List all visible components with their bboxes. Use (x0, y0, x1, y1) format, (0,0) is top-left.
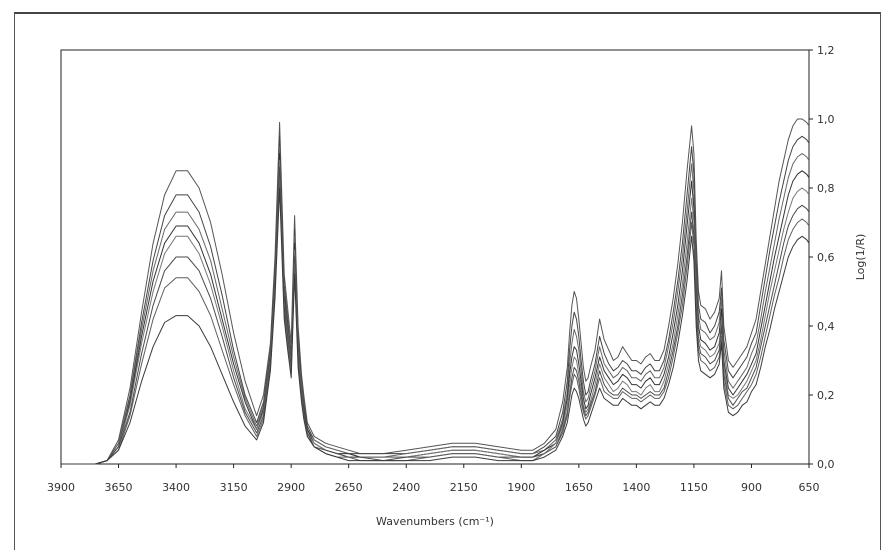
y-tick-label: 1,0 (817, 113, 835, 126)
y-axis-title: Log(1/R) (854, 234, 867, 281)
y-tick-label: 0,2 (817, 389, 835, 402)
x-axis: 3900 3650 3400 3150 2900 2650 2400 2150 1900 1650… (47, 464, 820, 494)
x-tick-label: 2900 (277, 481, 305, 494)
spectrum-line-1 (61, 118, 810, 465)
x-axis-title: Wavenumbers (cm⁻¹) (376, 515, 494, 528)
x-tick-label: 1900 (507, 481, 535, 494)
x-tick-label: 1650 (565, 481, 593, 494)
y-tick-label: 1,2 (817, 44, 835, 57)
x-tick-label: 1400 (622, 481, 650, 494)
x-tick-label: 2650 (335, 481, 363, 494)
y-tick-label: 0,6 (817, 251, 835, 264)
x-tick-label: 3900 (47, 481, 75, 494)
x-tick-label: 650 (799, 481, 820, 494)
x-tick-label: 3400 (162, 481, 190, 494)
x-tick-label: 2150 (450, 481, 478, 494)
x-tick-label: 3650 (105, 481, 133, 494)
y-tick-label: 0,8 (817, 182, 835, 195)
y-axis: 0,0 0,2 0,4 0,6 0,8 1,0 1,2 (809, 44, 835, 471)
figure-frame (14, 12, 881, 550)
y-tick-label: 0,0 (817, 458, 835, 471)
x-tick-label: 3150 (220, 481, 248, 494)
series-layer (61, 118, 810, 465)
x-tick-label: 1150 (680, 481, 708, 494)
y-tick-label: 0,4 (817, 320, 835, 333)
spectrum-line-8 (61, 187, 810, 465)
x-tick-label: 2400 (392, 481, 420, 494)
x-tick-label: 900 (741, 481, 762, 494)
